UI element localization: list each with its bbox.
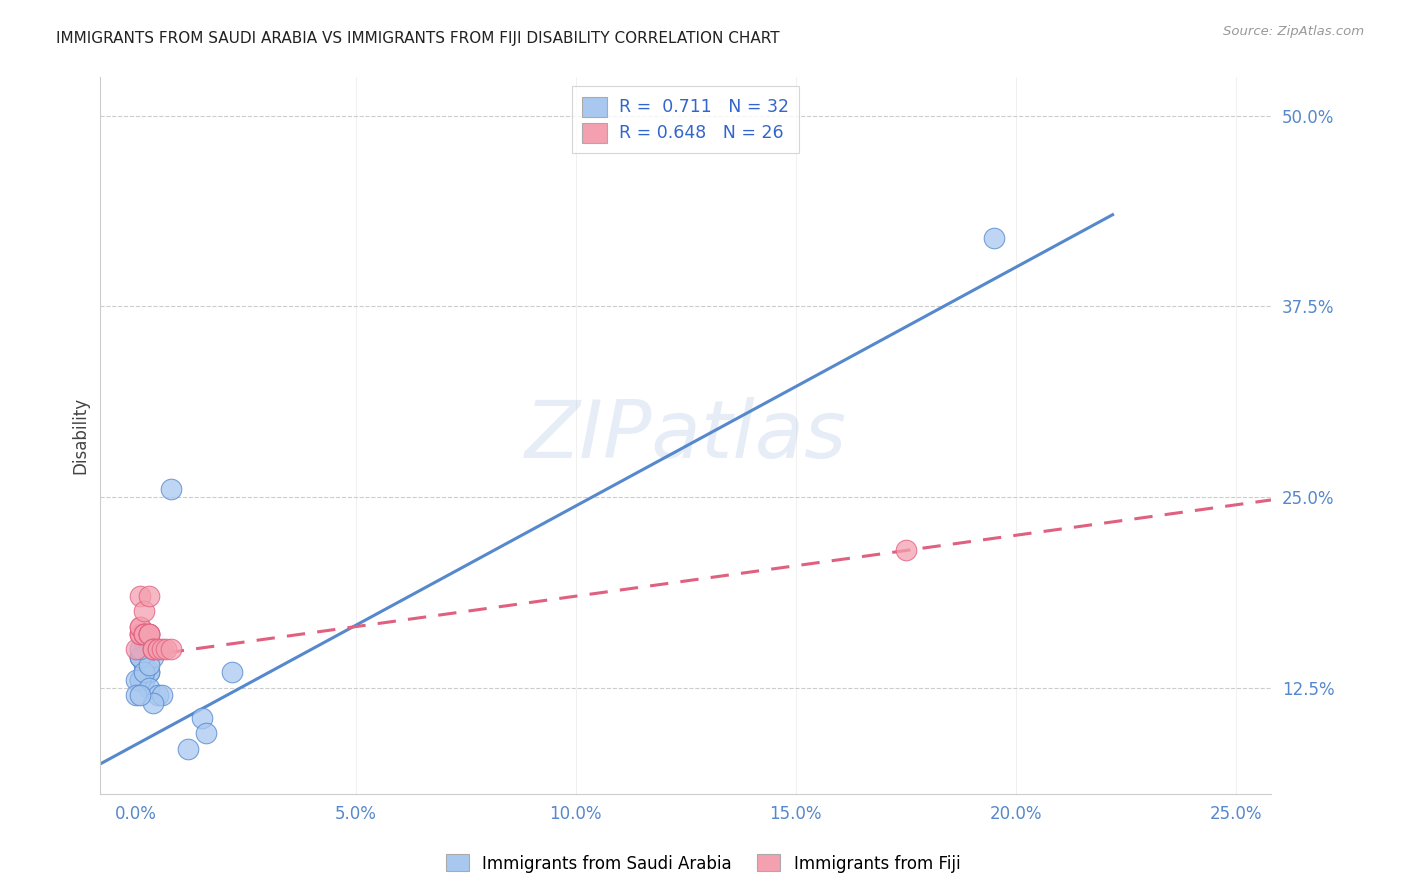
Point — [129, 642, 152, 657]
Point — [134, 650, 156, 665]
Point — [142, 642, 165, 657]
Point — [134, 627, 156, 641]
Point — [146, 642, 169, 657]
Text: IMMIGRANTS FROM SAUDI ARABIA VS IMMIGRANTS FROM FIJI DISABILITY CORRELATION CHAR: IMMIGRANTS FROM SAUDI ARABIA VS IMMIGRAN… — [56, 31, 780, 46]
Point — [134, 665, 156, 680]
Point — [129, 650, 152, 665]
Point — [894, 543, 917, 558]
Point — [150, 688, 173, 702]
Point — [138, 627, 160, 641]
Legend: Immigrants from Saudi Arabia, Immigrants from Fiji: Immigrants from Saudi Arabia, Immigrants… — [439, 847, 967, 880]
Point — [129, 688, 152, 702]
Point — [142, 696, 165, 710]
Point — [138, 681, 160, 695]
Point — [129, 627, 152, 641]
Point — [129, 627, 152, 641]
Point — [129, 673, 152, 687]
Point — [134, 604, 156, 618]
Point — [129, 673, 152, 687]
Point — [138, 627, 160, 641]
Point — [177, 741, 200, 756]
Point — [146, 688, 169, 702]
Point — [142, 650, 165, 665]
Point — [129, 627, 152, 641]
Point — [134, 627, 156, 641]
Point — [129, 589, 152, 603]
Point — [983, 230, 1005, 244]
Point — [138, 665, 160, 680]
Point — [134, 673, 156, 687]
Point — [138, 627, 160, 641]
Point — [194, 726, 217, 740]
Point — [190, 711, 212, 725]
Point — [155, 642, 177, 657]
Text: Source: ZipAtlas.com: Source: ZipAtlas.com — [1223, 25, 1364, 38]
Text: ZIPatlas: ZIPatlas — [524, 397, 846, 475]
Point — [150, 642, 173, 657]
Point — [134, 635, 156, 649]
Y-axis label: Disability: Disability — [72, 397, 89, 475]
Point — [138, 665, 160, 680]
Legend: R =  0.711   N = 32, R = 0.648   N = 26: R = 0.711 N = 32, R = 0.648 N = 26 — [572, 87, 800, 153]
Point — [129, 650, 152, 665]
Point — [129, 673, 152, 687]
Point — [129, 619, 152, 633]
Point — [129, 619, 152, 633]
Point — [138, 589, 160, 603]
Point — [124, 642, 146, 657]
Point — [124, 688, 146, 702]
Point — [146, 642, 169, 657]
Point — [159, 483, 181, 497]
Point — [134, 627, 156, 641]
Point — [129, 673, 152, 687]
Point — [134, 665, 156, 680]
Point — [138, 657, 160, 672]
Point — [142, 642, 165, 657]
Point — [129, 650, 152, 665]
Point — [124, 673, 146, 687]
Point — [159, 642, 181, 657]
Point — [221, 665, 243, 680]
Point — [134, 627, 156, 641]
Point — [134, 657, 156, 672]
Point — [129, 673, 152, 687]
Point — [142, 642, 165, 657]
Point — [138, 627, 160, 641]
